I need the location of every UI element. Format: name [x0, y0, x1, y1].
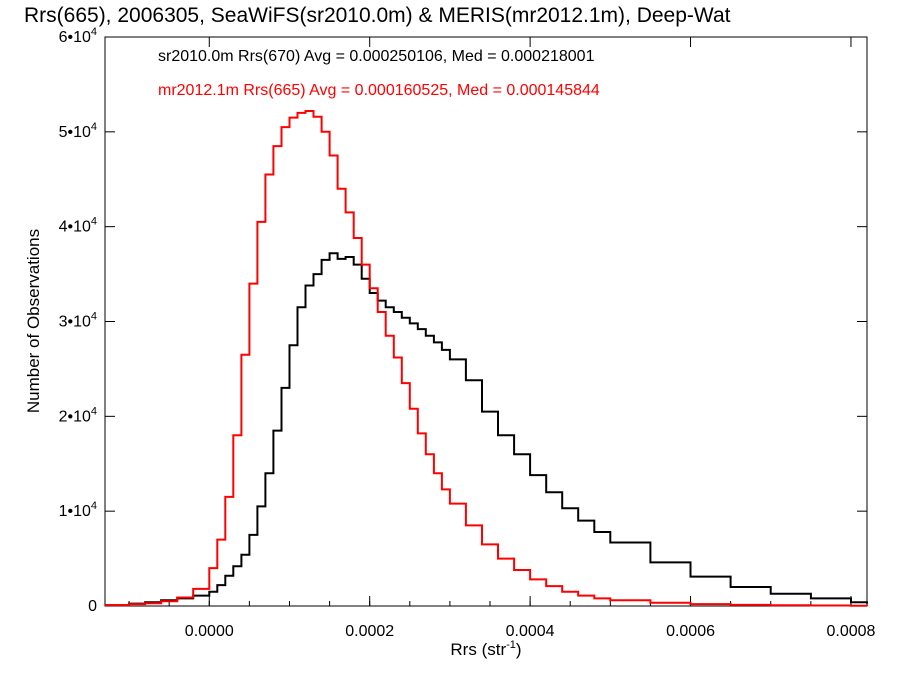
y-tick-label: 3•104	[59, 311, 97, 331]
chart-title: Rrs(665), 2006305, SeaWiFS(sr2010.0m) & …	[24, 4, 731, 27]
series-layer	[105, 110, 868, 607]
y-tick-label-base: 1•10	[59, 503, 91, 520]
y-tick-label-exponent: 4	[91, 311, 97, 323]
x-tick-label: 0.0004	[506, 623, 555, 640]
y-tick-label: 5•104	[59, 121, 97, 141]
x-axis-label: Rrs (str-1)	[450, 639, 521, 659]
plot-area-frame	[104, 36, 868, 607]
y-tick-label-base: 3•10	[59, 314, 91, 331]
y-tick-label-exponent: 4	[91, 405, 97, 417]
series-line-1	[105, 110, 868, 607]
y-tick-label-base: 6•10	[59, 29, 91, 46]
y-tick-label-base: 5•10	[59, 124, 91, 141]
y-axis-label: Number of Observations	[24, 229, 43, 413]
y-tick-label: 6•104	[59, 26, 97, 46]
x-tick-label: 0.0002	[345, 623, 394, 640]
y-tick-label-base: 4•10	[59, 219, 91, 236]
y-tick-label-exponent: 4	[91, 121, 97, 133]
y-tick-label-base: 2•10	[59, 408, 91, 425]
y-tick-label-exponent: 4	[91, 26, 97, 38]
y-tick-label: 4•104	[59, 216, 97, 236]
x-axis-ticks: 0.0000 0.0002 0.0004 0.0006 0.0008	[128, 37, 876, 640]
y-tick-label-exponent: 4	[91, 216, 97, 228]
legend-entry-red: mr2012.1m Rrs(665) Avg = 0.000160525, Me…	[158, 82, 600, 99]
y-tick-label-exponent: 4	[91, 500, 97, 512]
series-line-0	[105, 252, 868, 607]
legend-entry-black: sr2010.0m Rrs(670) Avg = 0.000250106, Me…	[158, 48, 595, 65]
y-tick-label: 2•104	[59, 405, 97, 425]
y-tick-label-base: 0	[88, 598, 97, 615]
x-axis-label-end: )	[516, 640, 522, 659]
y-tick-label: 0	[88, 598, 97, 615]
x-axis-label-main: Rrs (str	[450, 640, 506, 659]
x-tick-label: 0.0008	[826, 623, 875, 640]
x-tick-label: 0.0006	[666, 623, 715, 640]
x-tick-label: 0.0000	[185, 623, 234, 640]
x-axis-label-superscript: -1	[506, 639, 516, 651]
y-tick-label: 1•104	[59, 500, 97, 520]
